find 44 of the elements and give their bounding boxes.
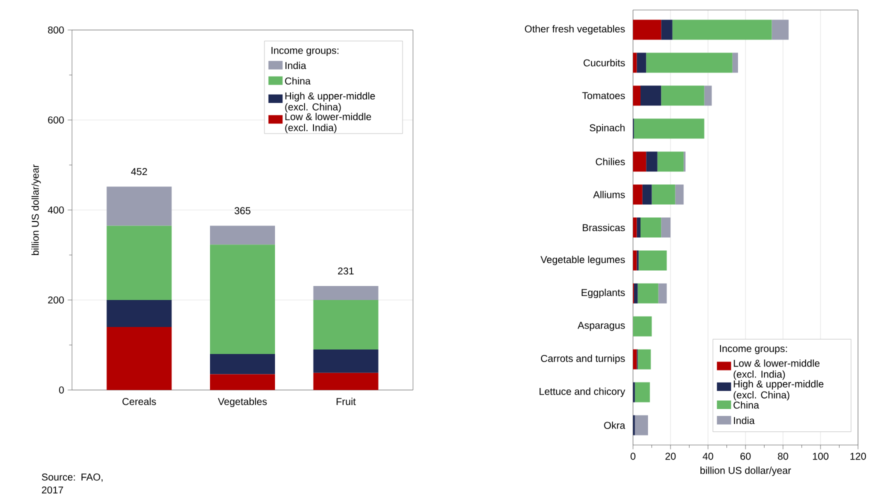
total-label: 452: [131, 168, 147, 176]
y-tick-label: 400: [48, 206, 64, 214]
y-tick-label: Other fresh vegetables: [524, 25, 625, 34]
legend-label: China: [734, 401, 760, 409]
y-tick-label: 0: [59, 386, 64, 394]
total-label: 365: [234, 207, 250, 214]
legend-label: Low & lower-middle (excl. India): [734, 359, 820, 380]
x-tick-label: 40: [702, 452, 714, 460]
x-tick-label: 60: [740, 452, 751, 460]
legend-label: High & upper-middle (excl. China): [285, 92, 375, 112]
y-tick-label: Tomatoes: [582, 92, 625, 100]
y-tick-label: 800: [48, 26, 64, 34]
legend-label: India: [286, 62, 306, 70]
y-tick-label: Carrots and turnips: [541, 354, 625, 364]
total-label: 231: [338, 267, 354, 275]
y-tick-label: Cucurbits: [584, 59, 625, 66]
y-axis-title: billion US dollar/year: [31, 164, 41, 256]
y-tick-label: Vegetable legumes: [540, 256, 625, 266]
x-tick-label: Vegetables: [218, 398, 267, 408]
y-tick-label: Okra: [604, 422, 626, 429]
x-tick-label: Fruit: [336, 398, 356, 406]
legend-label: High & upper-middle (excl. China): [734, 380, 824, 400]
y-tick-label: Alliums: [593, 190, 625, 198]
y-tick-label: Asparagus: [578, 322, 625, 331]
x-tick-label: Cereals: [122, 398, 156, 406]
y-tick-label: 200: [48, 296, 64, 304]
legend-label: China: [285, 77, 311, 85]
y-tick-label: Lettuce and chicory: [540, 388, 626, 397]
x-tick-label: 120: [850, 452, 866, 460]
legend-title: Income groups:: [272, 46, 338, 56]
y-tick-label: Eggplants: [582, 288, 625, 298]
legend-label: Low & lower-middle (excl. India): [285, 112, 372, 134]
legend-label: India: [734, 416, 755, 424]
y-tick-label: Chilies: [596, 158, 625, 166]
x-tick-label: 20: [665, 452, 676, 460]
source-note: Source: FAO, 2017: [42, 474, 103, 494]
legend-title: Income groups:: [720, 345, 787, 354]
x-axis-title: billion US dollar/year: [700, 466, 791, 476]
y-tick-label: Spinach: [590, 124, 625, 134]
x-tick-label: 80: [778, 452, 788, 460]
y-tick-label: Brassicas: [582, 224, 625, 232]
x-tick-label: 100: [812, 452, 828, 460]
x-tick-label: 0: [630, 452, 636, 460]
y-tick-label: 600: [48, 116, 64, 124]
